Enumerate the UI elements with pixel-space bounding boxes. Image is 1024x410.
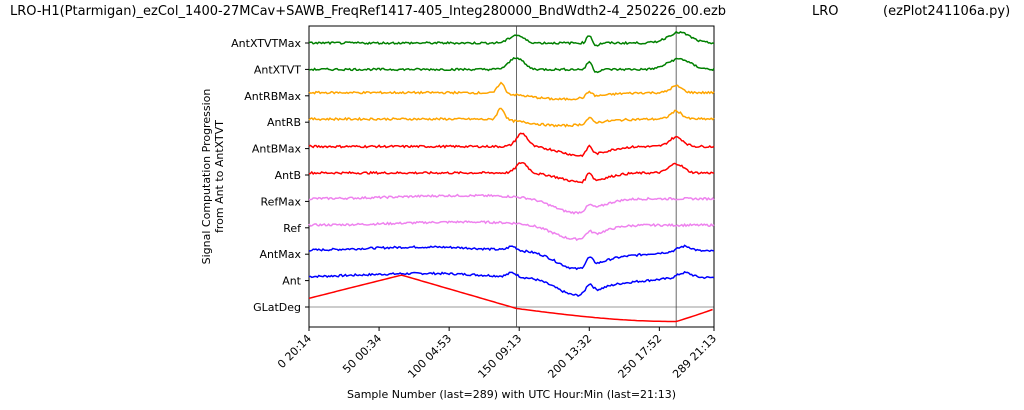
ytick-label-AntBMax: AntBMax [252, 143, 302, 156]
ytick-label-RefMax: RefMax [260, 195, 301, 208]
title-main: LRO-H1(Ptarmigan)_ezCol_1400-27MCav+SAWB… [10, 4, 727, 19]
plot-frame [308, 25, 715, 328]
y-axis-label-line-0: Signal Computation Progression [200, 89, 213, 265]
ytick-label-AntB: AntB [275, 169, 301, 182]
title-center: LRO [812, 4, 839, 19]
series-line-RefMax [308, 193, 715, 215]
series-line-Ref [308, 220, 715, 242]
series-line-AntBMax [308, 132, 715, 158]
xtick-label-200: 200 13:32 [545, 332, 594, 381]
series-line-Ant [308, 270, 715, 298]
ytick-label-AntRB: AntRB [267, 116, 301, 129]
xtick-label-289: 289 21:13 [670, 332, 719, 381]
series-line-AntXTVTMax [308, 30, 715, 47]
ytick-label-GLatDeg: GLatDeg [253, 301, 301, 314]
xtick-label-150: 150 09:13 [475, 332, 524, 381]
series-line-AntRB [308, 107, 715, 128]
y-axis-label-line-1: from Ant to AntXTVT [213, 120, 226, 233]
ytick-label-AntXTVT: AntXTVT [254, 63, 301, 76]
series-line-AntMax [308, 244, 715, 271]
xtick-label-250: 250 17:52 [616, 332, 665, 381]
ytick-label-Ant: Ant [282, 275, 301, 288]
ytick-label-AntRBMax: AntRBMax [244, 90, 301, 103]
series-line-GLatDeg [308, 274, 713, 323]
ytick-label-AntMax: AntMax [259, 248, 301, 261]
series-line-AntXTVT [309, 56, 715, 74]
series-line-AntRBMax [308, 81, 715, 102]
xtick-label-100: 100 04:53 [405, 332, 454, 381]
series-line-AntB [308, 161, 715, 184]
ytick-label-AntXTVTMax: AntXTVTMax [231, 37, 301, 50]
title-right: (ezPlot241106a.py) [883, 4, 1011, 19]
plot-area: GLatDeg Ant AntMax Ref RefMax AntB AntBMax AntR… [200, 25, 719, 401]
x-axis-label: Sample Number (last=289) with UTC Hour:M… [347, 388, 676, 401]
xtick-label-50: 50 00:34 [340, 332, 384, 376]
figure-title: LRO-H1(Ptarmigan)_ezCol_1400-27MCav+SAWB… [10, 4, 1014, 24]
xtick-label-0: 0 20:14 [275, 332, 314, 371]
ytick-label-Ref: Ref [283, 222, 302, 235]
